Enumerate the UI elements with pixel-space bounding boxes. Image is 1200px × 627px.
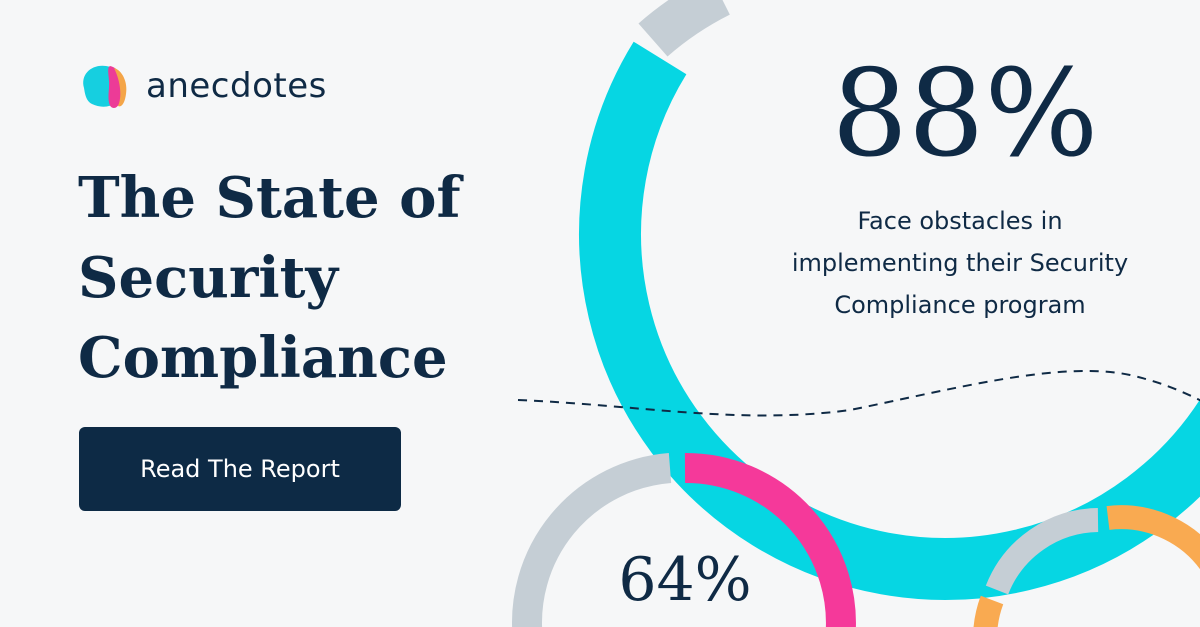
- title-line: Security: [78, 245, 339, 311]
- read-report-button[interactable]: Read The Report: [79, 427, 401, 511]
- large-ring-grey-segment: [638, 0, 731, 57]
- brand-logo[interactable]: anecdotes: [78, 62, 327, 110]
- dashed-wave-line: [517, 369, 1200, 417]
- anecdotes-logo-icon: [83, 65, 127, 108]
- title-line: Compliance: [78, 325, 448, 391]
- small-ring-pink-arc: [684, 452, 856, 627]
- primary-stat-value: 88%: [831, 45, 1099, 184]
- page-title: The State of Security Compliance: [78, 158, 558, 398]
- primary-stat-caption: Face obstacles in implementing their Sec…: [740, 200, 1180, 326]
- caption-line: implementing their Security: [791, 249, 1129, 277]
- caption-line: Face obstacles in: [857, 207, 1063, 235]
- small-ring-grey-arc: [512, 453, 672, 627]
- brand-name: anecdotes: [146, 66, 327, 106]
- corner-ring-orange-arc: [1106, 505, 1200, 570]
- corner-ring-orange-arc-lower: [973, 595, 1004, 627]
- corner-ring-grey-arc: [985, 508, 1099, 595]
- secondary-stat-value: 64%: [618, 545, 752, 615]
- title-line: The State of: [78, 165, 461, 231]
- caption-line: Compliance program: [834, 291, 1086, 319]
